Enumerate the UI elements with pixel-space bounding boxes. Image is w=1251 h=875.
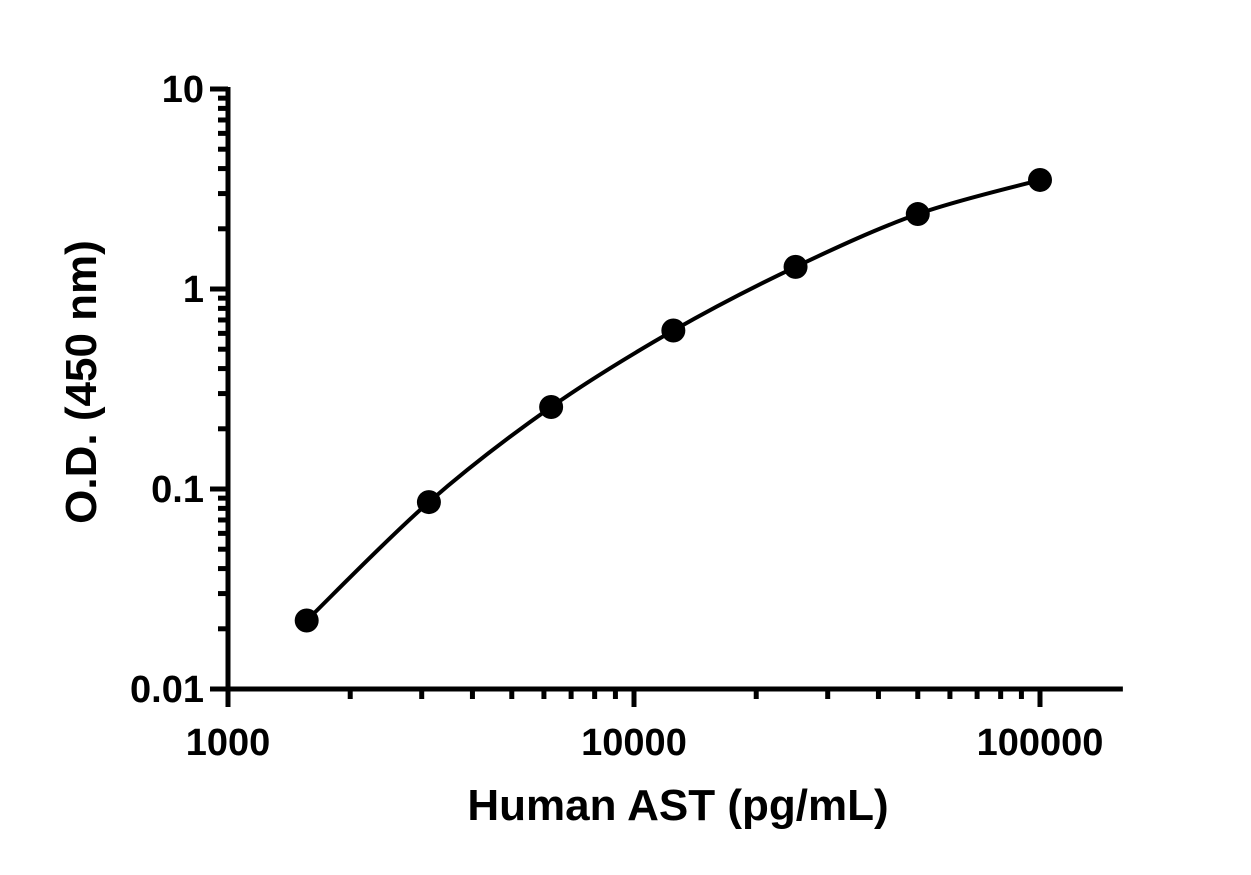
- data-point: [905, 202, 930, 227]
- data-point: [539, 395, 564, 420]
- x-tick-label: 1000: [186, 722, 271, 764]
- x-axis-label: Human AST (pg/mL): [467, 781, 888, 830]
- fit-curve: [305, 178, 1041, 622]
- axes: [210, 86, 1123, 707]
- data-point: [1028, 167, 1052, 192]
- y-tick-label: 10: [162, 69, 204, 111]
- data-point: [294, 608, 319, 633]
- data-point: [661, 318, 686, 343]
- y-tick-label: 1: [183, 269, 204, 311]
- data-points: [294, 167, 1052, 633]
- data-point: [783, 254, 808, 279]
- y-axis-label: O.D. (450 nm): [57, 240, 106, 524]
- x-tick-label: 10000: [581, 722, 687, 764]
- y-tick-label: 0.1: [151, 469, 204, 511]
- x-tick-label: 100000: [977, 722, 1104, 764]
- y-tick-label: 0.01: [130, 669, 204, 711]
- tick-labels: 1000 10000 100000 0.01 0.1 1 10: [130, 69, 1103, 764]
- data-point: [416, 490, 441, 515]
